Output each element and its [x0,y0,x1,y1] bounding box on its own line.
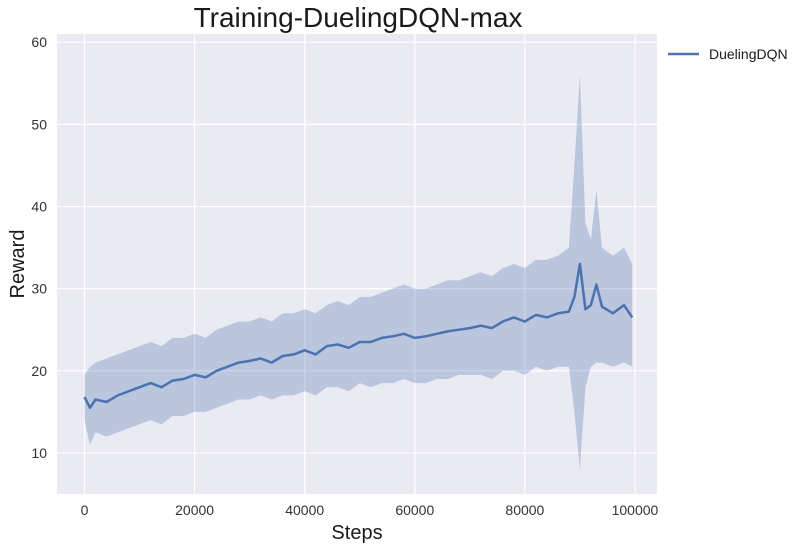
confidence-band [84,75,633,470]
line-duelingdqn [83,262,634,410]
x-tick-label: 40000 [285,502,324,518]
x-axis-ticks: 0 20000 40000 60000 80000 100000 [81,502,659,518]
y-tick-label: 10 [31,445,47,461]
legend: DuelingDQN [668,46,788,62]
chart-title: Training-DuelingDQN-max [194,2,523,33]
x-tick-label: 60000 [395,502,434,518]
y-tick-label: 20 [31,363,47,379]
series-lines [83,262,634,410]
y-axis-ticks: 10 20 30 40 50 60 [31,34,47,461]
band-duelingdqn [84,75,633,470]
legend-label-duelingdqn: DuelingDQN [709,46,788,62]
y-tick-label: 50 [31,116,47,132]
x-axis-label: Steps [331,522,382,544]
y-axis-label: Reward [7,230,29,299]
x-tick-label: 0 [81,502,89,518]
y-tick-label: 30 [31,281,47,297]
plot-area [57,34,657,494]
x-tick-label: 80000 [505,502,544,518]
y-tick-label: 40 [31,199,47,215]
x-tick-label: 100000 [612,502,659,518]
x-tick-label: 20000 [175,502,214,518]
grid-lines [57,34,657,494]
y-tick-label: 60 [31,34,47,50]
